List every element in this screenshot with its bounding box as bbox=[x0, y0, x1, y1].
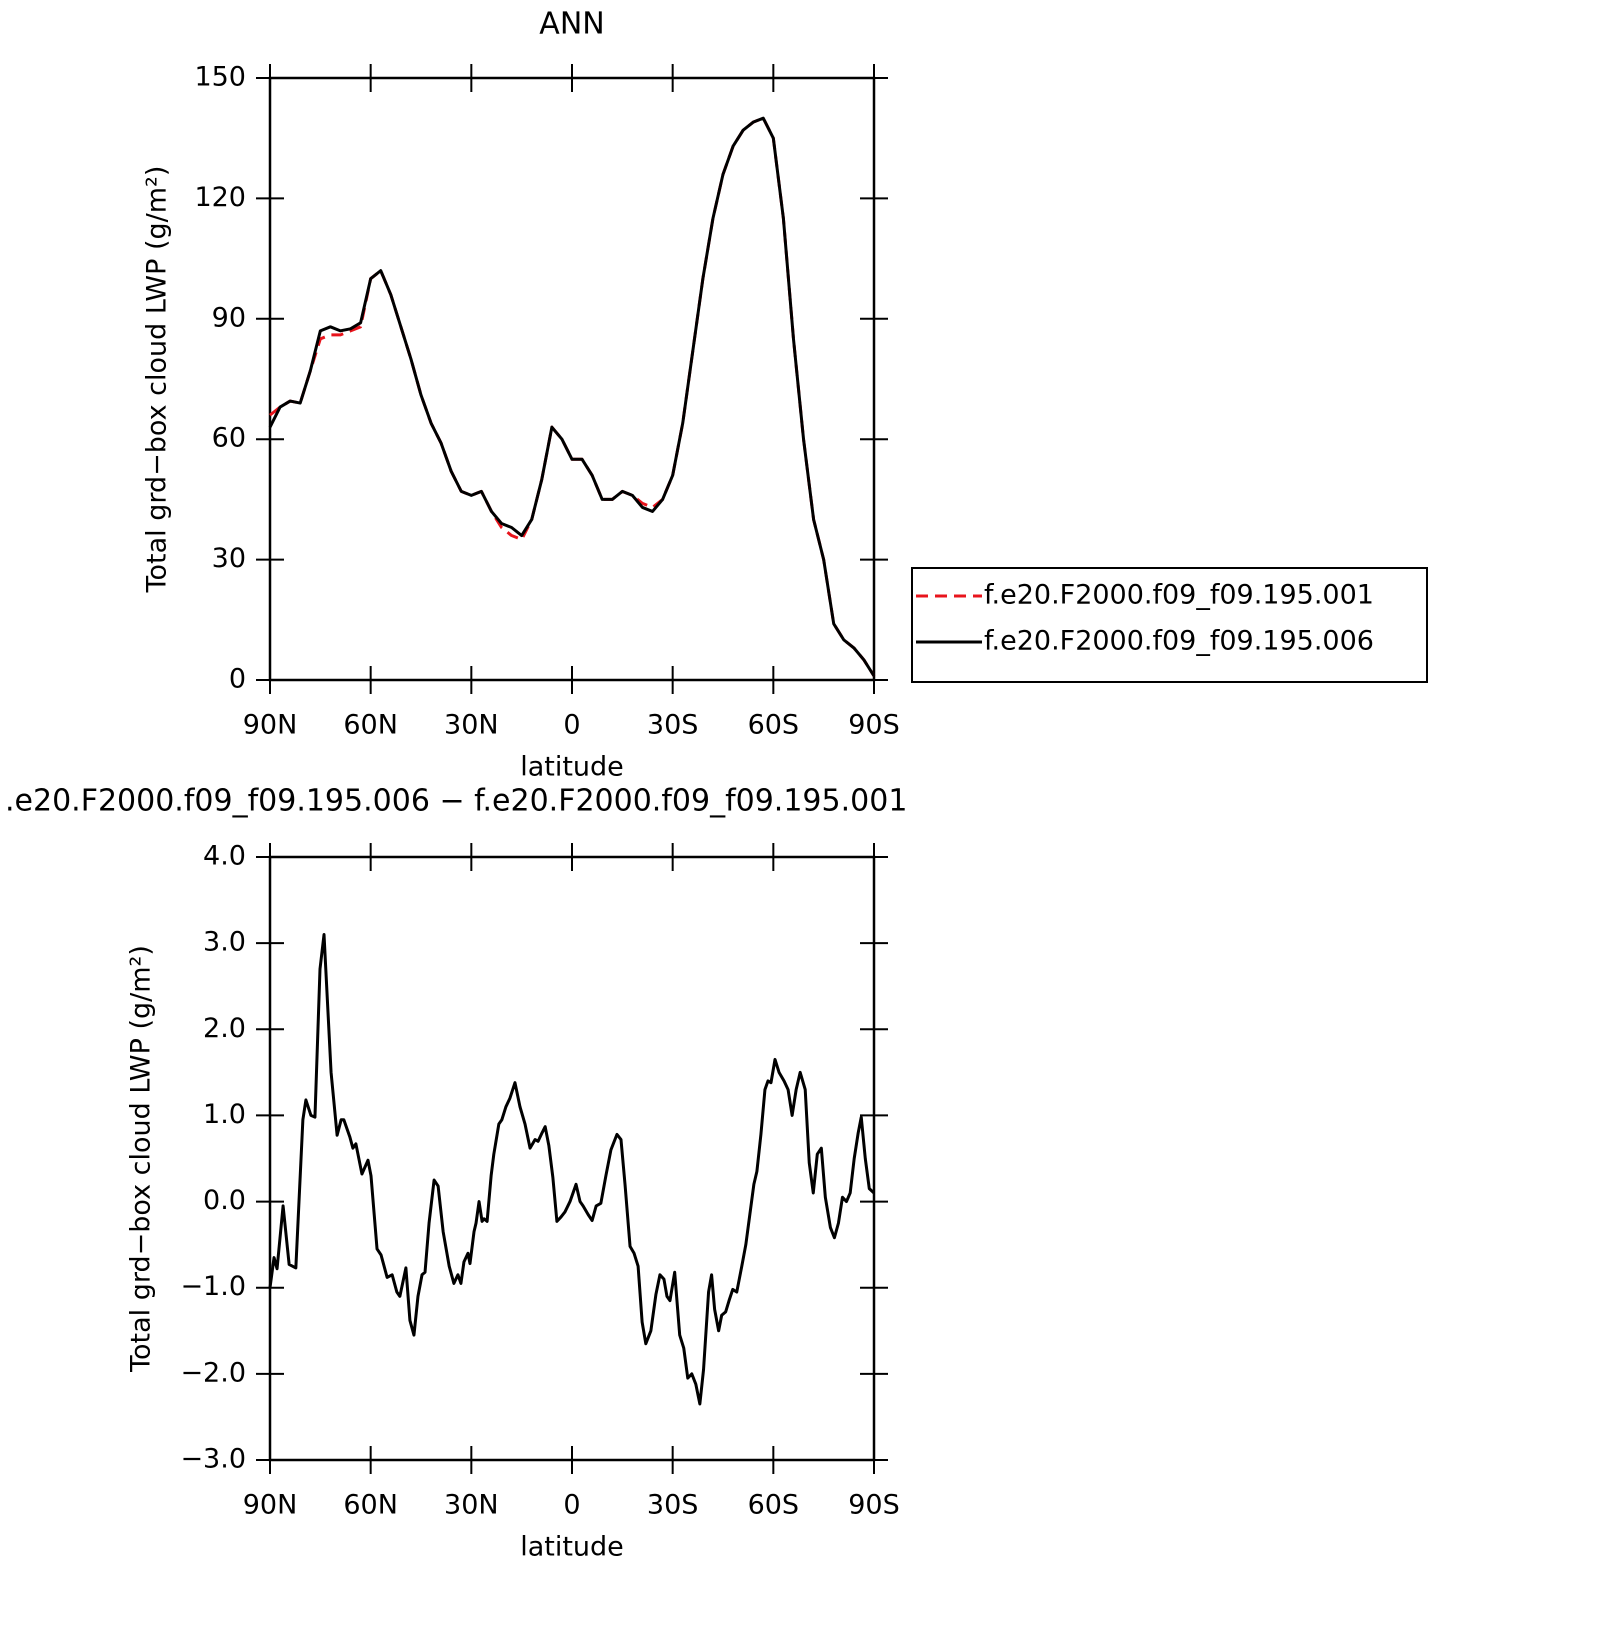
x-tick-label: 60N bbox=[343, 1490, 398, 1521]
y-tick-label: 60 bbox=[212, 423, 246, 454]
line-series bbox=[268, 116, 876, 677]
y-tick-label: −2.0 bbox=[180, 1357, 246, 1388]
x-tick-label: 90S bbox=[848, 1490, 900, 1521]
y-axis-label: Total grd−box cloud LWP (g/m²) bbox=[142, 166, 173, 594]
x-tick-label: 90N bbox=[243, 710, 298, 741]
x-tick-label: 90S bbox=[848, 710, 900, 741]
x-tick-label: 30N bbox=[444, 710, 499, 741]
y-tick-label: −3.0 bbox=[180, 1444, 246, 1475]
y-tick-label: 0.0 bbox=[203, 1185, 246, 1216]
y-tick-label: 2.0 bbox=[203, 1013, 246, 1044]
line-series bbox=[268, 933, 876, 1406]
y-tick-label: 30 bbox=[212, 543, 246, 574]
x-axis-label: latitude bbox=[520, 1532, 624, 1563]
chart-title: .e20.F2000.f09_f09.195.006 − f.e20.F2000… bbox=[5, 784, 907, 819]
x-tick-label: 30S bbox=[647, 1490, 699, 1521]
x-tick-label: 60S bbox=[748, 1490, 800, 1521]
x-tick-label: 0 bbox=[563, 710, 580, 741]
x-tick-label: 90N bbox=[243, 1490, 298, 1521]
y-tick-label: 1.0 bbox=[203, 1099, 246, 1130]
y-tick-label: −1.0 bbox=[180, 1271, 246, 1302]
x-tick-label: 30S bbox=[647, 710, 699, 741]
y-tick-label: 90 bbox=[212, 302, 246, 333]
line-series bbox=[269, 116, 876, 677]
chart-title: ANN bbox=[539, 7, 604, 42]
legend-label: f.e20.F2000.f09_f09.195.006 bbox=[984, 626, 1374, 657]
legend-label: f.e20.F2000.f09_f09.195.001 bbox=[984, 580, 1374, 611]
y-tick-label: 0 bbox=[229, 664, 246, 695]
y-tick-label: 120 bbox=[194, 182, 246, 213]
x-axis-label: latitude bbox=[520, 752, 624, 783]
plot-frame bbox=[268, 855, 876, 1462]
y-tick-label: 4.0 bbox=[203, 841, 246, 872]
x-tick-label: 0 bbox=[563, 1490, 580, 1521]
y-tick-label: 150 bbox=[194, 62, 246, 93]
y-axis-label: Total grd−box cloud LWP (g/m²) bbox=[126, 945, 157, 1373]
x-tick-label: 60S bbox=[748, 710, 800, 741]
x-tick-label: 30N bbox=[444, 1490, 499, 1521]
plot-frame bbox=[268, 76, 876, 682]
y-tick-label: 3.0 bbox=[203, 927, 246, 958]
x-tick-label: 60N bbox=[343, 710, 398, 741]
legend-box bbox=[911, 567, 1428, 683]
